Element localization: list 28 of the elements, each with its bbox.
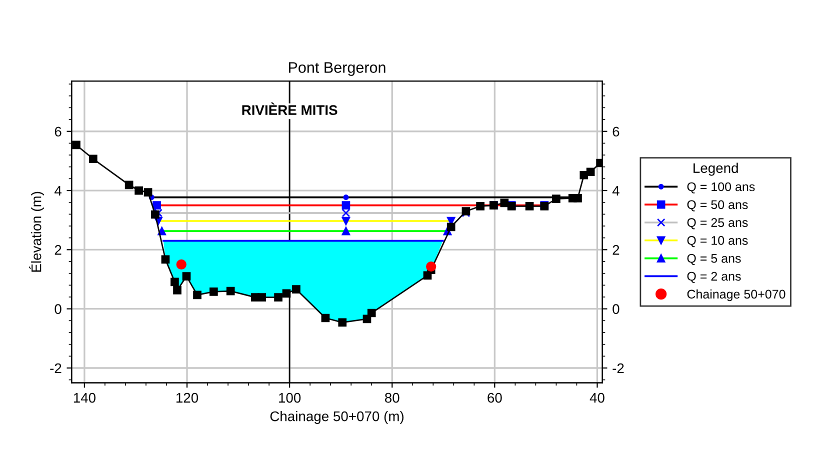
chart-title: Pont Bergeron (288, 62, 386, 76)
y-tick-label: 2 (54, 245, 62, 255)
y2-tick-label: 4 (612, 186, 620, 196)
legend-label: Q = 10 ans (687, 236, 748, 248)
legend-label: Q = 25 ans (687, 218, 748, 230)
y2-tick-label: 0 (612, 304, 620, 314)
y2-tick-label: 2 (612, 245, 620, 255)
legend-title: Legend (694, 162, 738, 176)
y-tick-label: 4 (54, 186, 62, 196)
x-tick-label: 40 (590, 392, 604, 403)
y-tick-label: 0 (54, 304, 62, 314)
legend-label: Q = 5 ans (687, 254, 741, 266)
x-tick-label: 60 (488, 392, 502, 403)
y2-tick-label: 6 (612, 126, 620, 137)
x-tick-label: 100 (279, 392, 301, 403)
legend-label: Chainage 50+070 (687, 289, 786, 302)
y2-tick-label: -2 (612, 363, 624, 374)
y-tick-label: -2 (50, 363, 62, 374)
ref-line-label: RIVIÈRE MITIS (242, 102, 338, 115)
y-axis-title: Élevation (m) (29, 192, 44, 272)
legend-label: Q = 100 ans (687, 182, 755, 194)
x-axis-title: Chainage 50+070 (m) (270, 411, 404, 424)
x-tick-label: 120 (176, 392, 198, 403)
x-tick-label: 140 (74, 392, 96, 403)
legend-label: Q = 2 ans (687, 272, 741, 283)
legend-label: Q = 50 ans (687, 200, 748, 212)
x-tick-label: 80 (385, 392, 400, 403)
y-tick-label: 6 (54, 126, 62, 137)
